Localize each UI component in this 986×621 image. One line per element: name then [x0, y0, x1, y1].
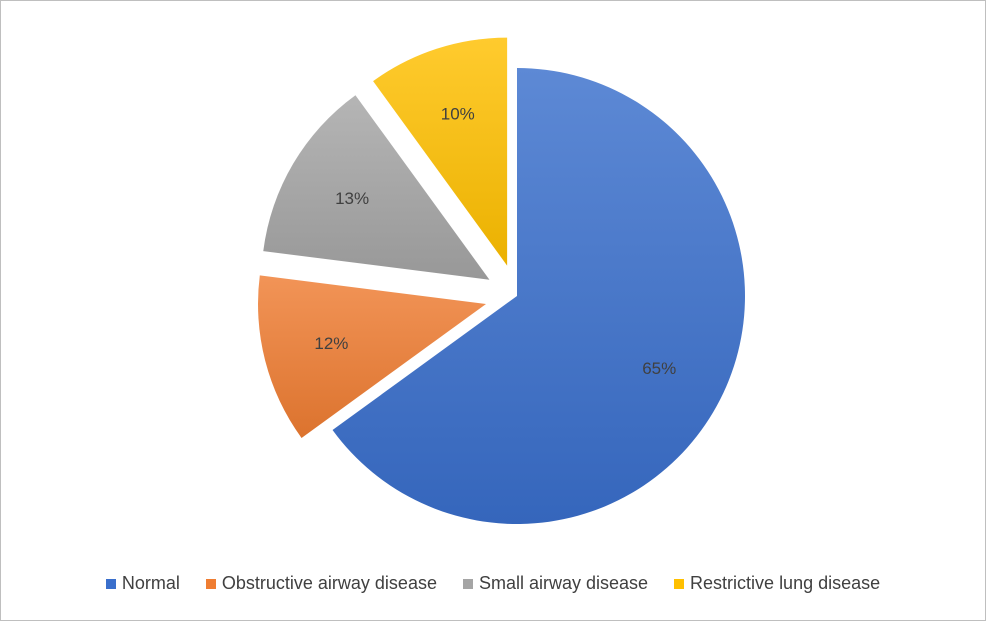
legend-label-restrictive-lung-disease: Restrictive lung disease: [690, 573, 881, 593]
data-label-small-airway-disease: 13%: [335, 189, 369, 208]
legend-label-small-airway-disease: Small airway disease: [478, 573, 649, 593]
legend-label-normal: Normal: [121, 573, 180, 593]
pie-chart: 65% 12% 13% 10%: [258, 37, 745, 524]
pie-slices: [258, 37, 745, 524]
data-label-normal: 65%: [642, 359, 676, 378]
data-label-obstructive-airway-disease: 12%: [314, 334, 348, 353]
legend-item-obstructive-airway-disease: Obstructive airway disease: [205, 573, 437, 594]
legend-swatch-obstructive-airway-disease: [205, 578, 216, 589]
pie-data-labels: 65% 12% 13% 10%: [314, 104, 676, 378]
pie-slice-obstructive-airway-disease: [258, 275, 487, 438]
legend-swatch-restrictive-lung-disease: [674, 578, 685, 589]
pie-slice-normal: [332, 68, 745, 524]
legend-item-restrictive-lung-disease: Restrictive lung disease: [674, 573, 880, 594]
legend: Normal Obstructive airway disease Small …: [1, 573, 985, 594]
legend-item-small-airway-disease: Small airway disease: [462, 573, 649, 594]
legend-swatch-small-airway-disease: [462, 578, 473, 589]
pie-slice-restrictive-lung-disease: [373, 37, 508, 266]
pie-slice-small-airway-disease: [263, 95, 490, 280]
legend-swatch-normal: [105, 578, 116, 589]
data-label-restrictive-lung-disease: 10%: [441, 104, 475, 123]
legend-label-obstructive-airway-disease: Obstructive airway disease: [221, 573, 437, 593]
legend-item-normal: Normal: [105, 573, 180, 594]
